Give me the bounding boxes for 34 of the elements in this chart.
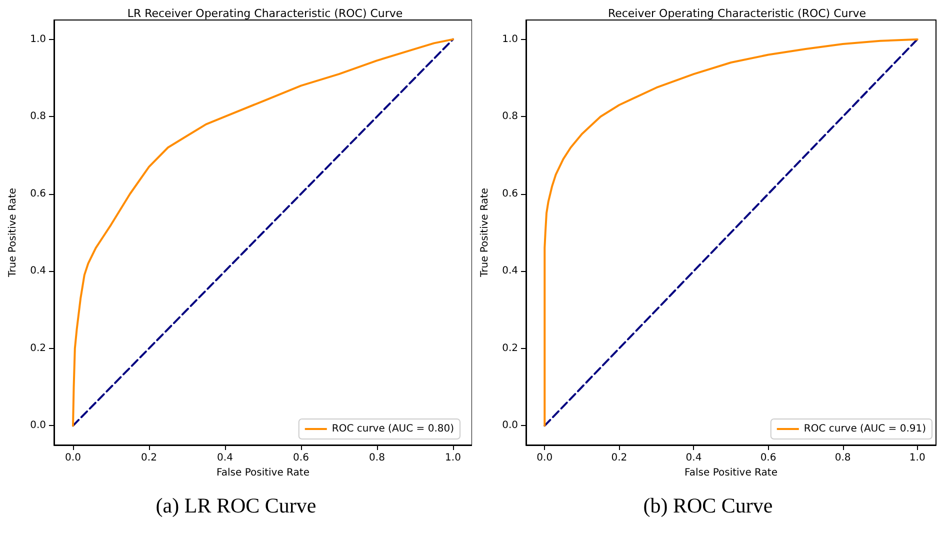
text: (b) ROC Curve [643,494,773,518]
x-tick-label: 0.4 [686,452,702,464]
y-tick-label: 1.0 [502,34,518,45]
y-tick-label: 0.0 [30,420,46,432]
text: (a) LR ROC Curve [156,494,316,518]
y-tick-label: 0.2 [502,342,518,354]
chart-title: LR Receiver Operating Characteristic (ROC) Curve [127,7,403,20]
y-tick-label: 0.6 [502,188,518,200]
chart-title: Receiver Operating Characteristic (ROC) Curve [608,7,866,20]
x-axis-title: False Positive Rate [216,467,310,478]
x-tick-label: 0.6 [293,452,309,464]
y-axis-title: True Positive Rate [8,188,18,278]
y-tick-label: 0.6 [30,188,46,200]
x-tick-label: 0.2 [611,452,628,464]
y-tick-label: 0.8 [502,111,518,122]
y-tick-label: 0.4 [30,266,46,277]
y-tick-label: 1.0 [30,34,46,45]
x-tick-label: 0.6 [760,452,776,464]
y-tick-label: 0.2 [30,342,46,354]
x-tick-label: 0.2 [141,452,157,464]
x-tick-label: 1.0 [445,452,461,464]
legend-label: ROC curve (AUC = 0.91) [804,424,926,434]
x-tick-label: 0.0 [536,452,553,464]
x-tick-label: 0.4 [217,452,233,464]
y-tick-label: 0.8 [30,111,46,122]
x-tick-label: 0.8 [834,452,851,464]
x-tick-label: 1.0 [909,452,926,464]
legend-label: ROC curve (AUC = 0.80) [332,424,454,434]
y-tick-label: 0.4 [502,266,518,277]
y-tick-label: 0.0 [502,420,518,432]
y-axis-title: True Positive Rate [480,188,490,278]
x-tick-label: 0.0 [65,452,81,464]
x-tick-label: 0.8 [369,452,385,464]
x-axis-title: False Positive Rate [684,467,778,478]
